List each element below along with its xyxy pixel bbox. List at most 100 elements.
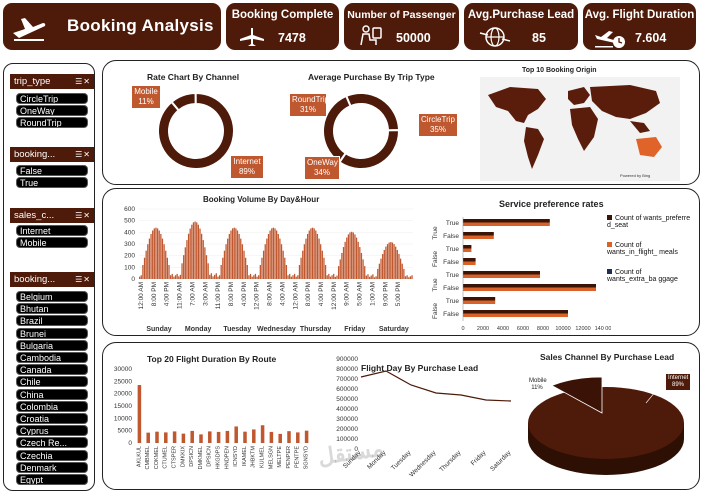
bar <box>277 233 279 279</box>
bar <box>200 233 203 279</box>
bar <box>408 277 410 279</box>
slicer-item[interactable]: Brunei <box>16 327 88 339</box>
slicer-item[interactable]: Internet <box>16 225 88 236</box>
slicer-item[interactable]: Belgium <box>16 291 88 302</box>
slicer-item[interactable]: CircleTrip <box>16 93 88 104</box>
multiselect-clear-filter-icon[interactable]: ☰✕ <box>75 77 91 86</box>
slicer-item[interactable]: OneWay <box>16 105 88 116</box>
bar <box>174 275 177 279</box>
x-tick-label: 4:00 PM <box>164 282 171 306</box>
bar <box>279 238 281 279</box>
bar <box>234 426 238 443</box>
multiselect-clear-filter-icon[interactable]: ☰✕ <box>75 150 91 159</box>
bar <box>295 276 297 279</box>
slicer-item[interactable]: Cambodia <box>16 352 88 363</box>
takeoff-clock-icon <box>595 31 625 48</box>
donut-slice-oneway <box>322 94 352 164</box>
bar <box>227 238 229 279</box>
x-tick-label: 6000 <box>517 326 529 331</box>
slicer-item[interactable]: Czechia <box>16 449 88 461</box>
slicer-item[interactable]: Mobile <box>16 237 88 248</box>
slicer-item[interactable]: Chile <box>16 376 88 388</box>
bar <box>368 276 371 279</box>
bar <box>173 276 175 279</box>
x-tick-label: 8:00 PM <box>305 282 312 306</box>
donut-label-mobile: Mobile 11% <box>131 85 161 109</box>
bar <box>139 276 141 279</box>
slicer-item[interactable]: Cyprus <box>16 425 88 437</box>
bar-in-flight-meals <box>463 300 496 304</box>
y-tick-label: 0 <box>128 440 132 447</box>
x-tick-label: MELSGN <box>268 446 274 469</box>
kpi-flight-duration: Avg. Flight Duration 7.604 <box>583 3 696 50</box>
day-label: Tuesday <box>223 326 251 333</box>
x-tick-label: 4:00 AM <box>279 282 286 306</box>
bar <box>331 275 333 279</box>
bar <box>315 230 317 279</box>
kpi-value: 50000 <box>396 31 431 45</box>
slicer-item[interactable]: Bhutan <box>16 303 88 315</box>
passenger-icon <box>360 25 382 46</box>
multiselect-clear-filter-icon[interactable]: ☰✕ <box>75 211 91 220</box>
y-tick-label: 300000 <box>336 416 358 423</box>
bar-in-flight-meals <box>463 235 494 239</box>
service-preference-chart: True False True False True False True False True… <box>432 217 611 331</box>
slicer-item[interactable]: Croatia <box>16 413 88 424</box>
bar <box>259 265 261 279</box>
flight-day-line-chart: 900000 800000 700000 600000 500000 400000 3000… <box>336 356 513 479</box>
slicer-item[interactable]: Bulgaria <box>16 339 88 351</box>
bar <box>160 233 162 279</box>
bar-in-flight-meals <box>463 287 596 291</box>
bar <box>228 233 230 279</box>
slicer-item[interactable]: True <box>16 177 88 188</box>
bar-in-flight-meals <box>463 274 540 278</box>
bar <box>196 222 198 279</box>
slicer-item[interactable]: RoundTrip <box>16 117 88 128</box>
bar <box>262 250 265 279</box>
bar <box>388 242 390 279</box>
slicer-item[interactable]: Brazil <box>16 315 88 327</box>
bar <box>172 431 177 443</box>
bar-preferred-seat <box>463 219 550 223</box>
bar <box>399 258 402 279</box>
slicer-item[interactable]: Egypt <box>16 474 88 485</box>
multiselect-clear-filter-icon[interactable]: ☰✕ <box>75 275 91 284</box>
bar <box>165 250 167 279</box>
bar <box>216 431 221 443</box>
bar <box>337 266 340 279</box>
bar <box>289 273 291 279</box>
legend-item: Count of wants_in_flight_ meals <box>607 242 691 256</box>
slicer-item[interactable]: Czech Re... <box>16 437 88 449</box>
y-tick-label: 400 <box>124 229 135 236</box>
x-tick-label: 8000 <box>537 326 549 331</box>
bar <box>329 276 332 279</box>
x-tick-label: 4:00 PM <box>241 282 248 306</box>
bar <box>364 266 366 279</box>
bar <box>372 274 374 279</box>
x-tick-label: 9:00 AM <box>344 282 351 306</box>
kpi-value: 7478 <box>278 31 306 45</box>
x-tick-label: DMKKIX <box>180 446 186 467</box>
bar <box>189 228 191 279</box>
donut-label-roundtrip: RoundTrip 31% <box>289 93 329 117</box>
bar <box>248 275 250 279</box>
bar <box>378 263 381 279</box>
bar-preferred-seat <box>463 232 494 236</box>
y-tick-label: 800000 <box>336 366 358 373</box>
chart-title: Top 10 Booking Origin <box>522 67 597 74</box>
slicer-item[interactable]: Colombia <box>16 400 88 412</box>
bar <box>146 432 150 443</box>
y-tick-label: 10000 <box>114 415 132 422</box>
slicer-item[interactable]: Denmark <box>16 461 88 473</box>
bar <box>272 227 275 279</box>
row-label: True <box>446 220 460 227</box>
bar <box>386 244 389 279</box>
x-tick-label: PENTPE <box>295 446 301 468</box>
x-tick-label: 8:00 PM <box>228 282 235 306</box>
bar <box>168 265 170 279</box>
slicer-item[interactable]: False <box>16 165 88 176</box>
bar <box>287 275 289 279</box>
slicer-item[interactable]: Canada <box>16 364 88 376</box>
slicer-item[interactable]: China <box>16 388 88 400</box>
bar <box>143 257 146 279</box>
